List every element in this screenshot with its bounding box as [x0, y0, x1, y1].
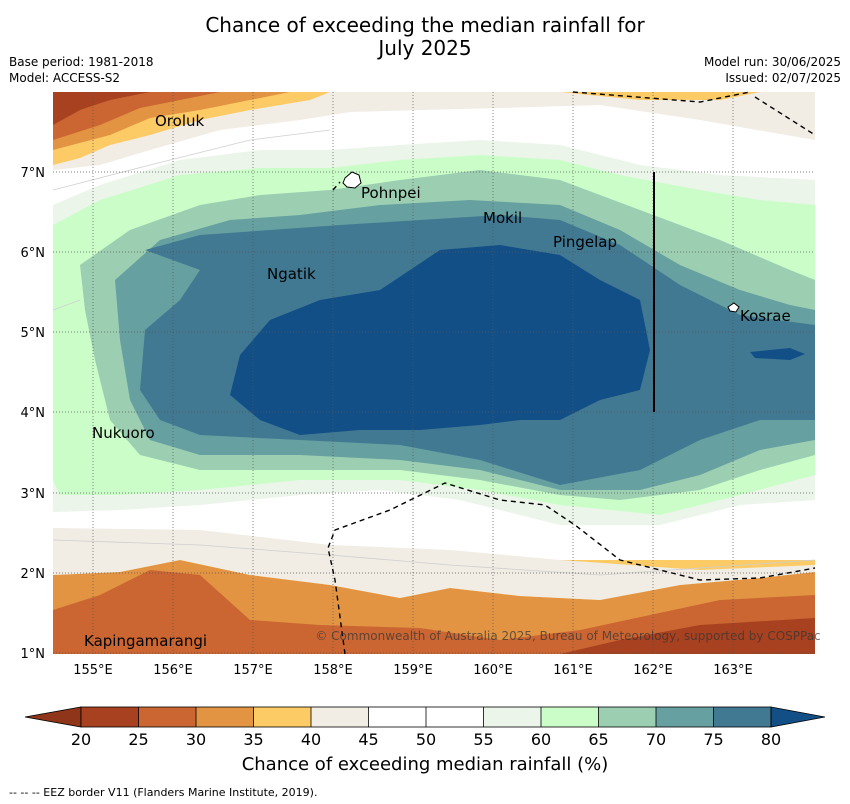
map-title: Chance of exceeding the median rainfall …: [0, 14, 850, 60]
colorbar-tick: 65: [588, 730, 608, 749]
colorbar-tick: 80: [761, 730, 781, 749]
lon-label: 159°E: [393, 663, 433, 678]
colorbar-tick: 70: [646, 730, 666, 749]
label-pingelap: Pingelap: [553, 233, 617, 251]
lat-axis: 7°N 6°N 5°N 4°N 3°N 2°N 1°N: [21, 166, 46, 662]
label-ngatik: Ngatik: [267, 265, 316, 283]
colorbar-swatch: [713, 707, 771, 727]
base-period: Base period: 1981-2018: [9, 55, 154, 69]
lon-label: 163°E: [713, 663, 753, 678]
colorbar-swatch: [426, 707, 484, 727]
band-20-north: [53, 92, 150, 125]
colorbar-tick: 40: [301, 730, 321, 749]
band-80: [230, 245, 650, 435]
lon-label: 156°E: [153, 663, 193, 678]
lon-axis: 155°E 156°E 157°E 158°E 159°E 160°E 161°…: [73, 663, 753, 678]
contour-line: [53, 299, 81, 311]
colorbar-ticks: 20 25 30 35 40 45 50 55 60 65 70 75 80: [71, 730, 781, 749]
model-run: Model run: 30/06/2025: [703, 55, 841, 69]
band-20: [560, 618, 815, 654]
colorbar-tick: 30: [186, 730, 206, 749]
lon-label: 160°E: [473, 663, 513, 678]
label-pohnpei: Pohnpei: [361, 184, 421, 202]
lon-label: 161°E: [553, 663, 593, 678]
band-35-ne: [560, 92, 760, 100]
colorbar-title: Chance of exceeding median rainfall (%): [241, 754, 609, 775]
issued-date: Issued: 02/07/2025: [725, 71, 841, 85]
label-kapingamarangi: Kapingamarangi: [84, 632, 207, 650]
colorbar-tick: 35: [243, 730, 263, 749]
lon-label: 158°E: [313, 663, 353, 678]
lat-label: 2°N: [21, 567, 46, 582]
colorbar-dividers: [138, 707, 714, 727]
eez-footnote: -- -- -- EEZ border V11 (Flanders Marine…: [9, 786, 318, 799]
colorbar-swatch: [483, 707, 541, 727]
band-40-north: [53, 92, 815, 170]
colorbar-swatch: [368, 707, 426, 727]
band-25: [53, 570, 815, 654]
colorbar-tick: 50: [416, 730, 436, 749]
pohnpei-island-icon: [342, 171, 362, 189]
label-mokil: Mokil: [483, 209, 522, 227]
colorbar-swatch: [81, 707, 139, 727]
band-80-east: [750, 348, 805, 360]
colorbar-tick: 55: [473, 730, 493, 749]
place-labels: Oroluk Pohnpei Mokil Pingelap Ngatik Kos…: [84, 112, 791, 650]
colorbar-tick: 45: [358, 730, 378, 749]
colorbar-high-arrow: [770, 706, 826, 728]
colorbar-low-arrow: [24, 706, 82, 728]
lat-label: 5°N: [21, 326, 46, 341]
colorbar-tick: 60: [531, 730, 551, 749]
lon-label: 162°E: [633, 663, 673, 678]
title-line-1: Chance of exceeding the median rainfall …: [205, 13, 645, 37]
colorbar-tick: 75: [703, 730, 723, 749]
graticule: [53, 92, 815, 654]
colorbar-swatch: [656, 707, 714, 727]
colorbar-swatch: [196, 707, 254, 727]
contour-line: [53, 129, 331, 191]
contour-line: [53, 539, 815, 576]
colorbar-swatch: [311, 707, 369, 727]
eez-border: [327, 91, 816, 655]
colorbar-swatch: [598, 707, 656, 727]
lon-label: 157°E: [233, 663, 273, 678]
lat-label: 4°N: [21, 406, 46, 421]
lat-label: 6°N: [21, 246, 46, 261]
label-nukuoro: Nukuoro: [92, 424, 155, 442]
label-oroluk: Oroluk: [155, 112, 204, 130]
colorbar-tick: 25: [128, 730, 148, 749]
colorbar-swatch: [138, 707, 196, 727]
lat-label: 1°N: [21, 647, 46, 662]
colorbar-swatch: [253, 707, 311, 727]
colorbar-swatch: [541, 707, 599, 727]
label-kosrae: Kosrae: [740, 307, 791, 325]
title-line-2: July 2025: [378, 36, 472, 60]
lat-label: 7°N: [21, 166, 46, 181]
meta-right: Model run: 30/06/2025 Issued: 02/07/2025: [704, 54, 841, 86]
rainfall-contours: [53, 92, 815, 654]
lat-label: 3°N: [21, 487, 46, 502]
model-name: Model: ACCESS-S2: [9, 71, 121, 85]
meta-left: Base period: 1981-2018 Model: ACCESS-S2: [9, 54, 154, 86]
kosrae-island-icon: [727, 302, 740, 313]
colorbar-tick: 20: [71, 730, 91, 749]
copyright-notice: © Commonwealth of Australia 2025, Bureau…: [315, 629, 820, 643]
lon-label: 155°E: [73, 663, 113, 678]
colorbar: 20 25 30 35 40 45 50 55 60 65 70 75 80: [24, 706, 826, 749]
